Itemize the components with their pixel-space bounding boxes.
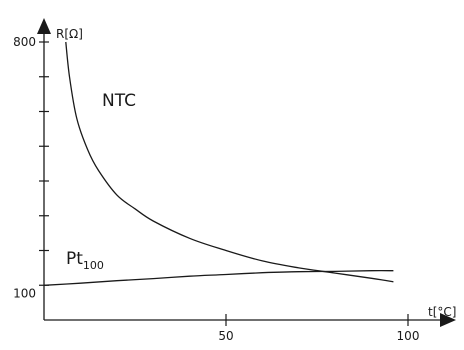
series-group bbox=[43, 41, 394, 286]
x-tick-label: 50 bbox=[218, 329, 233, 343]
pt100-label-main: Pt bbox=[66, 249, 83, 269]
y-tick-label: 800 bbox=[13, 35, 36, 49]
pt100-curve-label: Pt100 bbox=[66, 249, 104, 272]
pt100-curve bbox=[43, 269, 394, 286]
ntc-curve-label: NTC bbox=[102, 91, 136, 111]
y-axis-label: R[Ω] bbox=[56, 27, 83, 41]
y-axis-arrow bbox=[37, 18, 51, 34]
ntc-curve bbox=[65, 41, 394, 283]
pt100-label-subscript: 100 bbox=[83, 259, 104, 272]
x-ticks: 50 100 bbox=[218, 314, 419, 343]
y-tick-labels: 100 800 bbox=[13, 35, 36, 300]
x-axis-arrow bbox=[440, 313, 456, 327]
x-axis-label: t[°C] bbox=[428, 305, 456, 319]
y-tick-label: 100 bbox=[13, 286, 36, 300]
x-tick-label: 100 bbox=[397, 329, 420, 343]
y-minor-ticks bbox=[39, 41, 49, 286]
